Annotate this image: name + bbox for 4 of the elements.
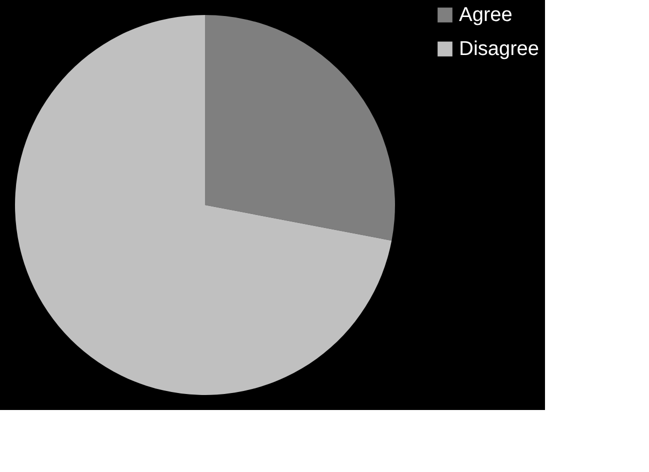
pie-slice xyxy=(15,15,392,395)
legend-label: Disagree xyxy=(459,38,540,60)
legend-label: Agree xyxy=(459,4,512,26)
pie-slice xyxy=(205,15,395,241)
